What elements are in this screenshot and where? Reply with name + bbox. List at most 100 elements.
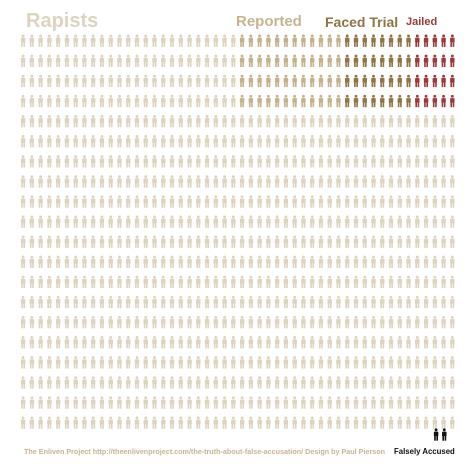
person-icon: [152, 416, 157, 429]
person-icon: [178, 215, 184, 228]
person-icon: [47, 275, 52, 289]
person-icon: [213, 235, 219, 248]
person-icon: [432, 396, 438, 409]
person-icon: [344, 175, 350, 188]
person-icon: [20, 255, 26, 268]
person-icon: [397, 416, 403, 429]
person-icon: [406, 295, 411, 309]
person-icon: [55, 175, 61, 188]
person-icon: [301, 376, 306, 389]
person-icon: [38, 396, 43, 409]
person-icon: [353, 94, 359, 108]
person-icon: [441, 376, 446, 389]
person-icon: [38, 215, 43, 228]
person-icon: [248, 315, 254, 329]
person-icon: [64, 155, 70, 168]
person-icon: [292, 356, 297, 369]
person-icon: [301, 336, 306, 349]
person-icon: [353, 74, 359, 88]
person-icon: [231, 135, 236, 148]
person-icon: [231, 54, 236, 67]
person-icon: [134, 215, 140, 228]
person-icon: [406, 135, 411, 148]
person-icon: [450, 295, 455, 309]
person-icon: [64, 416, 70, 429]
person-icon: [231, 155, 236, 168]
person-icon: [82, 215, 87, 228]
person-icon: [55, 94, 61, 108]
person-icon: [152, 315, 157, 329]
person-icon: [187, 195, 192, 208]
person-icon: [38, 315, 43, 329]
person-icon: [283, 275, 289, 289]
person-icon: [406, 376, 411, 389]
person-icon: [178, 155, 184, 168]
person-icon: [362, 54, 367, 67]
person-icon: [213, 74, 219, 88]
person-icon: [55, 135, 61, 148]
person-icon: [239, 275, 245, 289]
person-icon: [388, 336, 394, 349]
person-icon: [257, 255, 262, 268]
person-icon: [213, 255, 219, 268]
person-icon: [248, 155, 254, 168]
person-icon: [231, 376, 236, 389]
person-icon: [283, 396, 289, 409]
person-icon: [388, 255, 394, 268]
person-icon: [143, 376, 148, 389]
person-icon: [257, 155, 262, 168]
person-icon: [388, 175, 394, 188]
person-icon: [204, 295, 210, 309]
person-icon: [204, 416, 210, 429]
person-icon: [248, 114, 254, 128]
person-icon: [415, 315, 420, 329]
person-icon: [38, 74, 43, 88]
person-icon: [47, 336, 52, 349]
person-icon: [117, 295, 122, 309]
person-icon: [178, 376, 184, 389]
person-icon: [99, 275, 105, 289]
person-icon: [371, 315, 376, 329]
person-icon: [327, 74, 332, 88]
person-icon: [239, 34, 245, 47]
person-icon: [380, 54, 385, 67]
person-icon: [196, 195, 201, 208]
person-icon: [353, 155, 359, 168]
person-icon: [441, 356, 446, 369]
person-icon: [344, 376, 350, 389]
person-icon: [309, 215, 315, 228]
person-icon: [423, 135, 429, 148]
person-icon: [362, 416, 367, 429]
person-icon: [73, 195, 78, 208]
person-icon: [353, 114, 359, 128]
person-icon: [29, 336, 35, 349]
person-icon: [134, 396, 140, 409]
person-icon: [318, 255, 324, 268]
person-icon: [134, 114, 140, 128]
person-icon: [423, 336, 429, 349]
person-icon: [432, 235, 438, 248]
person-icon: [274, 215, 280, 228]
person-icon: [327, 235, 332, 248]
person-icon: [450, 155, 455, 168]
person-icon: [397, 195, 403, 208]
person-icon: [204, 54, 210, 67]
person-icon: [353, 275, 359, 289]
person-icon: [204, 94, 210, 108]
person-icon: [169, 416, 175, 429]
person-icon: [371, 34, 376, 47]
person-icon: [309, 135, 315, 148]
person-icon: [336, 175, 341, 188]
person-icon: [248, 195, 254, 208]
person-icon: [143, 135, 148, 148]
person-icon: [274, 376, 280, 389]
person-icon: [432, 315, 438, 329]
person-icon: [64, 336, 70, 349]
person-icon: [239, 396, 245, 409]
person-icon: [292, 376, 297, 389]
person-icon: [309, 74, 315, 88]
person-icon: [415, 336, 420, 349]
person-icon: [213, 175, 219, 188]
person-icon: [415, 195, 420, 208]
